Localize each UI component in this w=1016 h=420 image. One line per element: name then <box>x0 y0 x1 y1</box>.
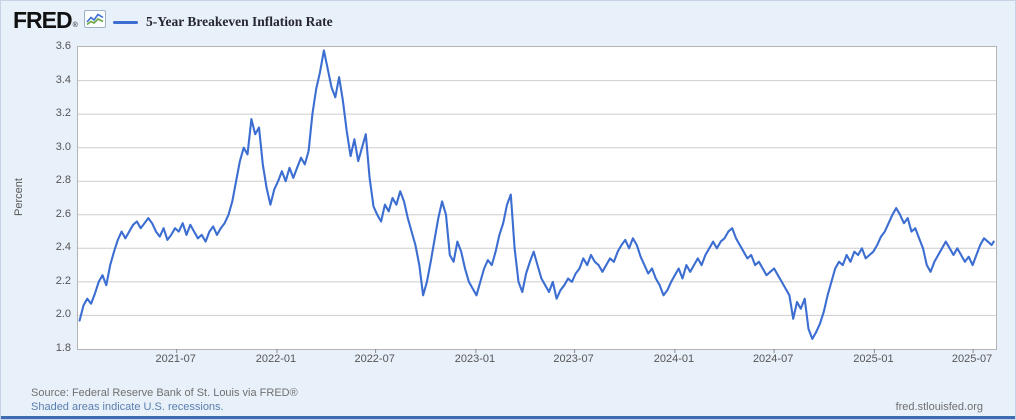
y-tick-label: 2.6 <box>55 207 71 220</box>
y-tick-label: 2.4 <box>55 241 71 254</box>
y-tick-label: 2.8 <box>55 174 71 187</box>
fred-site-link[interactable]: fred.stlouisfed.org <box>895 401 983 413</box>
x-tick-label: 2025-01 <box>853 353 894 365</box>
x-tick-label: 2025-07 <box>951 353 993 365</box>
legend-line-swatch <box>113 20 138 24</box>
y-tick-label: 3.0 <box>55 140 71 153</box>
recession-note-link[interactable]: Shaded areas indicate U.S. recessions. <box>31 401 224 413</box>
y-tick-label: 3.4 <box>55 73 71 86</box>
y-tick-label: 1.8 <box>55 342 71 354</box>
y-tick-label: 2.2 <box>55 274 71 287</box>
fred-wordmark: FRED <box>13 7 73 33</box>
source-text: Source: Federal Reserve Bank of St. Loui… <box>31 387 298 399</box>
x-tick-label: 2022-07 <box>354 353 395 365</box>
x-tick-label: 2021-07 <box>155 353 196 365</box>
x-tick-label: 2022-01 <box>255 353 297 365</box>
line-chart-icon <box>83 10 106 28</box>
x-tick-label: 2024-07 <box>752 353 794 365</box>
bottom-accent-bar <box>1 416 1015 419</box>
y-tick-label: 2.0 <box>55 308 71 321</box>
registered-mark: ® <box>72 22 78 29</box>
fred-logo-link[interactable]: FRED ® <box>13 7 106 33</box>
y-axis-title: Percent <box>13 178 25 216</box>
x-tick-label: 2023-07 <box>553 353 594 365</box>
y-tick-label: 3.2 <box>55 107 71 120</box>
x-tick-label: 2023-01 <box>454 353 496 365</box>
legend: 5-Year Breakeven Inflation Rate <box>113 14 333 30</box>
data-line-series <box>78 49 995 340</box>
y-tick-label: 3.6 <box>55 40 71 52</box>
plot-area[interactable] <box>77 46 997 353</box>
x-tick-label: 2024-01 <box>653 353 695 365</box>
legend-label: 5-Year Breakeven Inflation Rate <box>146 14 333 29</box>
